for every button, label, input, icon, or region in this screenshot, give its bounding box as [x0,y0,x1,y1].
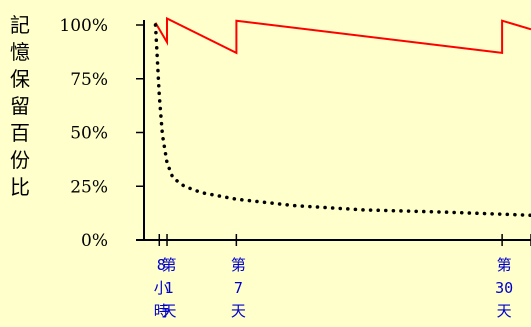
y-tick-labels: 0% 25% 50% 75% 100% [59,16,108,251]
y-axis-label-char: 憶 [10,40,30,64]
x-tick-label-line: 第 [162,256,177,274]
y-axis-label-char: 百 [10,121,30,145]
y-axis-label: 記憶保留百份比 [6,12,34,201]
x-tick-label-line: 時 [154,302,169,320]
x-tick-label-line: 1 [165,279,174,297]
y-tick-label: 75% [70,70,108,90]
x-tick-label: 第 30 天 [495,256,513,320]
x-tick-label-line: 天 [162,302,177,320]
x-tick-label-line: 7 [234,279,243,297]
y-axis-label-char: 記 [10,13,30,37]
x-tick-labels: 8 小時 第 1 天 第 7 天 第 30 天 [154,256,513,320]
y-tick-label: 100% [59,16,108,36]
x-tick-label-line: 小 [154,279,169,297]
x-tick-label-line: 第 [231,256,246,274]
y-axis-label-char: 保 [10,67,30,91]
ticks [136,24,531,246]
retention-solid-line [154,16,531,55]
x-tick-label: 第 1 天 [162,256,177,320]
x-tick-label: 8 小時 [154,256,169,320]
x-tick-label-line: 第 [497,256,512,274]
x-tick-label-line: 8 [157,256,166,274]
axes [136,20,531,241]
y-tick-label: 25% [70,177,108,197]
y-tick-label: 0% [81,231,108,251]
x-tick-label-line: 30 [495,279,513,297]
y-tick-label: 50% [70,124,108,144]
y-axis-label-char: 份 [10,148,30,172]
y-axis-label-char: 比 [10,175,30,199]
y-axis-label-char: 留 [10,94,30,118]
series [153,16,531,218]
x-tick-label-line: 天 [497,302,512,320]
retention-dotted-line [153,23,531,218]
x-tick-label-line: 天 [231,302,246,320]
x-tick-label: 第 7 天 [231,256,246,320]
